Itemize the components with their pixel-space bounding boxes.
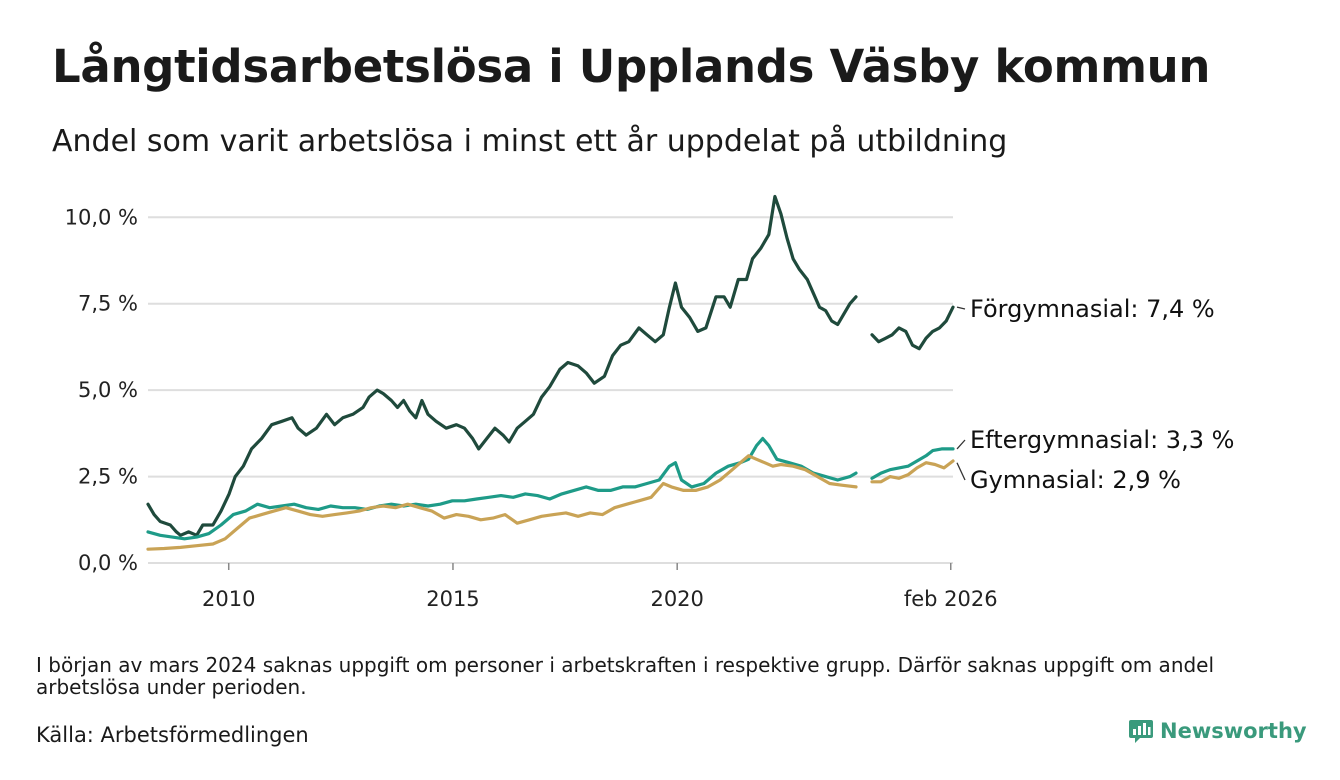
logo-chart-icon: [1129, 720, 1153, 743]
y-axis-ticks: 0,0 % 2,5 % 5,0 % 7,5 % 10,0 %: [65, 205, 138, 575]
series-line-eftergymnasial-forts: [870, 447, 955, 480]
y-tick-label: 10,0 %: [65, 205, 138, 229]
y-tick-label: 7,5 %: [78, 292, 138, 316]
series-line-gymnasial-forts: [870, 459, 955, 484]
series-line-förgymnasial-forts: [870, 305, 955, 351]
y-tick-label: 0,0 %: [78, 551, 138, 575]
label-leader-line: [956, 306, 966, 310]
series-end-label: Eftergymnasial: 3,3 %: [970, 426, 1234, 454]
newsworthy-logo[interactable]: Newsworthy: [1128, 718, 1307, 744]
x-axis-ticks: 2010 2015 2020 feb 2026: [202, 563, 998, 611]
series-line-förgymnasial: [146, 194, 858, 537]
source-text: Källa: Arbetsförmedlingen: [36, 723, 309, 747]
y-tick-label: 2,5 %: [78, 465, 138, 489]
footnote: I början av mars 2024 saknas uppgift om …: [36, 653, 1215, 699]
series-end-label: Förgymnasial: 7,4 %: [970, 295, 1215, 323]
series-end-label: Gymnasial: 2,9 %: [970, 466, 1181, 494]
chart-subtitle: Andel som varit arbetslösa i minst ett å…: [52, 124, 1008, 159]
line-chart: 0,0 % 2,5 % 5,0 % 7,5 % 10,0 % 2010 2015 2020 f…: [65, 194, 1234, 611]
series-labels: Förgymnasial: 7,4 % Eftergymnasial: 3,3 %…: [956, 295, 1234, 494]
series-line-eftergymnasial: [146, 436, 858, 541]
chart-title: Långtidsarbetslösa i Upplands Väsby komm…: [52, 40, 1211, 93]
series-line-gymnasial: [146, 454, 858, 551]
x-tick-label: feb 2026: [904, 587, 998, 611]
x-tick-label: 2020: [650, 587, 703, 611]
x-tick-label: 2015: [426, 587, 479, 611]
y-tick-label: 5,0 %: [78, 378, 138, 402]
x-tick-label: 2010: [202, 587, 255, 611]
series-lines: [146, 194, 955, 551]
label-leader-line: [956, 439, 966, 450]
label-leader-line: [956, 462, 966, 481]
brand-name: Newsworthy: [1160, 719, 1307, 743]
